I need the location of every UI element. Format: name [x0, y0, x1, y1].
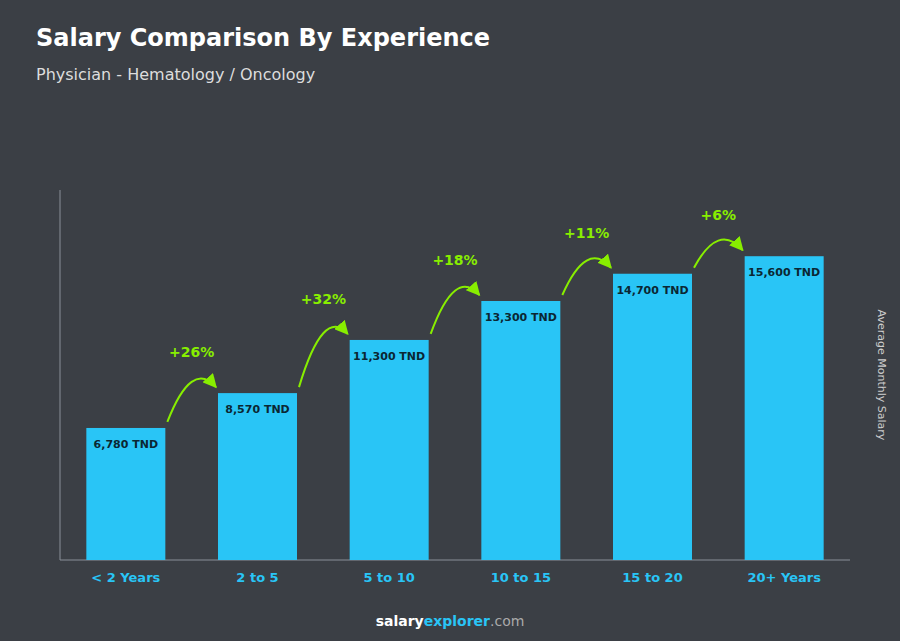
annotation: +11%	[564, 225, 609, 241]
footer-part: salary	[376, 613, 424, 629]
growth-arrow	[431, 287, 480, 334]
annotation: +18%	[432, 252, 477, 268]
footer-part: .com	[490, 613, 524, 629]
chart-svg: Salary Comparison By Experience Physician…	[0, 0, 900, 641]
data-label: 13,300 TND	[485, 311, 557, 324]
growth-arrow	[694, 240, 743, 268]
annotation: +32%	[301, 291, 346, 307]
x-tick-label: 5 to 10	[363, 570, 414, 585]
y-axis-label: Average Monthly Salary	[875, 310, 888, 441]
bars	[86, 256, 823, 560]
bar	[350, 340, 429, 560]
background	[0, 0, 900, 641]
bar	[613, 274, 692, 560]
x-axis-line	[60, 560, 850, 561]
chart-container: Salary Comparison By Experience Physician…	[0, 0, 900, 641]
bar	[218, 393, 297, 560]
x-tick-label: 10 to 15	[491, 570, 551, 585]
bar	[86, 428, 165, 560]
data-label: 14,700 TND	[616, 284, 688, 297]
data-label: 6,780 TND	[94, 438, 158, 451]
footer: salaryexplorer.com	[376, 613, 525, 629]
x-tick-label: 20+ Years	[747, 570, 821, 585]
data-label: 15,600 TND	[748, 266, 820, 279]
x-tick-label: 2 to 5	[236, 570, 278, 585]
growth-arrow	[562, 258, 611, 295]
x-tick-label: 15 to 20	[622, 570, 682, 585]
bar	[481, 301, 560, 560]
x-tick-label: < 2 Years	[91, 570, 160, 585]
data-label: 8,570 TND	[225, 403, 289, 416]
data-label: 11,300 TND	[353, 350, 425, 363]
growth-arrow	[167, 378, 216, 421]
y-axis-line	[60, 190, 61, 560]
subtitle: Physician - Hematology / Oncology	[36, 65, 315, 84]
annotation: +6%	[701, 207, 737, 223]
footer-part: explorer	[424, 613, 490, 629]
growth-arrow	[299, 327, 348, 387]
bar	[745, 256, 824, 560]
title: Salary Comparison By Experience	[36, 24, 490, 52]
annotation: +26%	[169, 344, 214, 360]
